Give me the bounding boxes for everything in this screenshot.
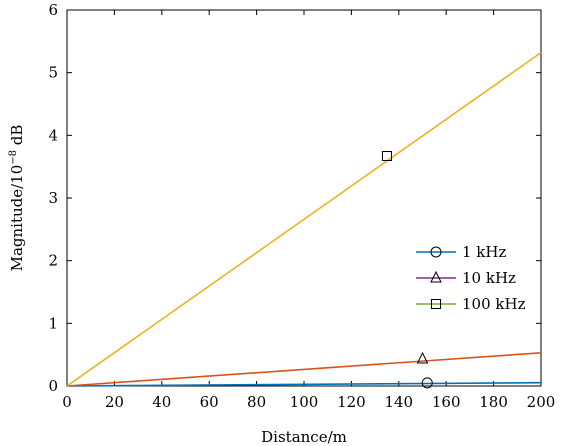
y-tick-label: 5 [48, 64, 58, 82]
y-tick-label: 3 [48, 189, 58, 207]
x-tick-label: 0 [62, 393, 72, 411]
series-marker [381, 151, 392, 162]
x-tick-label: 160 [432, 393, 461, 411]
x-tick-label: 20 [105, 393, 124, 411]
x-tick-label: 40 [152, 393, 171, 411]
y-tick-label: 0 [48, 377, 58, 395]
series-line [66, 381, 542, 387]
legend-label: 100 kHz [462, 295, 526, 313]
y-tick-label: 6 [48, 1, 58, 19]
legend: 1 kHz 10 kHz 100 kHz [416, 243, 526, 313]
y-tick-label: 4 [48, 126, 58, 144]
x-tick-label: 200 [527, 393, 556, 411]
series-marker [416, 351, 429, 364]
legend-marker [430, 246, 442, 258]
plot-frame [66, 9, 542, 387]
x-axis: 0 20 40 60 80 100 120 140 160 180 200 [62, 10, 555, 411]
legend-label: 10 kHz [462, 269, 516, 287]
x-tick-label: 80 [247, 393, 266, 411]
x-axis-label: Distance/m [261, 428, 347, 446]
x-tick-label: 120 [337, 393, 366, 411]
y-axis-label-prefix: Magnitude/10 [8, 165, 26, 272]
plot-area [66, 9, 542, 387]
x-tick-label: 140 [384, 393, 413, 411]
x-tick-label: 100 [290, 393, 319, 411]
legend-marker [430, 270, 442, 283]
y-axis-label-exponent: −8 [8, 150, 19, 165]
y-axis: 0 1 2 3 4 5 6 [48, 1, 541, 395]
x-tick-label: 180 [479, 393, 508, 411]
y-axis-label: Magnitude/10−8 dB [8, 125, 26, 272]
y-axis-label-suffix: dB [8, 125, 26, 150]
x-tick-label: 60 [200, 393, 219, 411]
legend-label: 1 kHz [462, 243, 506, 261]
legend-marker [431, 299, 441, 309]
series-line [66, 351, 542, 387]
series-lines [66, 51, 542, 387]
series-line [66, 51, 542, 387]
series-markers [381, 151, 433, 389]
y-tick-label: 2 [48, 252, 58, 270]
series-marker [421, 377, 433, 389]
y-tick-label: 1 [48, 314, 58, 332]
